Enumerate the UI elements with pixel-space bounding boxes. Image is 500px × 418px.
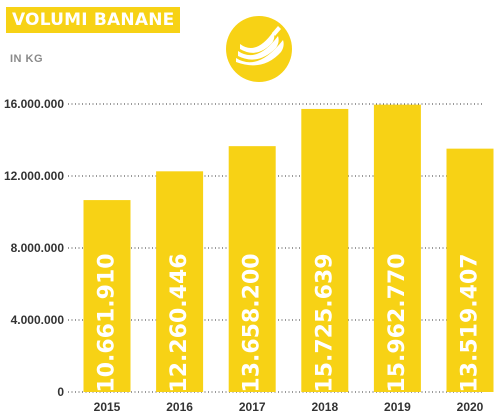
unit-label: IN KG [10,53,44,65]
banana-icon [226,16,292,82]
x-tick-label: 2020 [457,400,484,414]
y-tick-label: 16.000.000 [4,97,64,111]
y-tick-label: 8.000.000 [11,241,65,255]
x-tick-label: 2017 [239,400,266,414]
bar-value-label: 10.661.910 [95,253,120,392]
chart-title: VOLUMI BANANE [12,10,175,30]
bar [228,146,276,392]
x-tick-label: 2015 [94,400,121,414]
y-tick-label: 4.000.000 [11,313,65,327]
x-tick-label: 2018 [311,400,338,414]
bar [373,104,421,393]
y-tick-label: 0 [57,385,64,399]
x-tick-label: 2019 [384,400,411,414]
bar-value-label: 15.725.639 [312,253,337,392]
bar-value-label: 15.962.770 [385,253,410,392]
bar [83,200,131,392]
bar-value-label: 12.260.446 [167,253,192,392]
bar-value-label: 13.519.407 [458,253,483,392]
chart-title-box: VOLUMI BANANE [6,7,181,33]
y-tick-label: 12.000.000 [4,169,64,183]
bar-value-label: 13.658.200 [240,253,265,392]
bar [301,108,349,392]
bar [446,148,494,392]
x-tick-label: 2016 [166,400,193,414]
bar [156,171,204,392]
